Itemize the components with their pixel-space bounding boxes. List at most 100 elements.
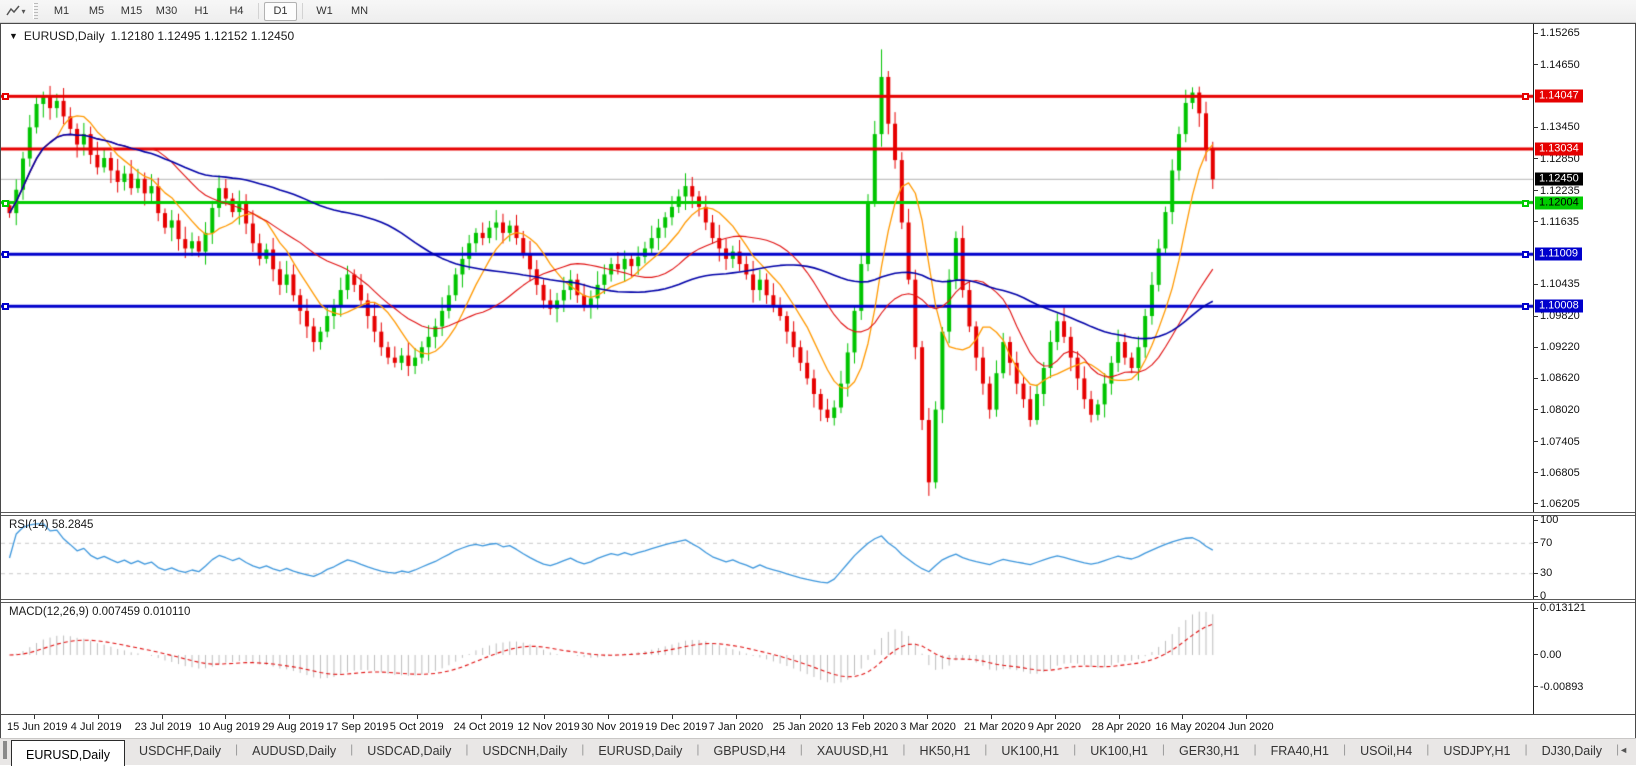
- date-tick-mark: [480, 715, 482, 719]
- macd-indicator-canvas[interactable]: [1, 603, 1533, 713]
- macd-label: MACD(12,26,9) 0.007459 0.010110: [9, 606, 191, 618]
- hline-drag-handle[interactable]: [1522, 251, 1529, 259]
- price-tick-mark: [1533, 346, 1538, 348]
- chart-tab-usdjpy-h1-14[interactable]: USDJPY,H1: [1429, 739, 1524, 761]
- macd-tick-mark: [1533, 654, 1538, 656]
- date-tick-mark: [34, 715, 35, 719]
- chart-tab-xauusd-h1-7[interactable]: XAUUSD,H1: [803, 739, 903, 761]
- chart-tab-usdcnh-daily-4[interactable]: USDCNH,Daily: [468, 739, 581, 761]
- tab-separator: |: [984, 742, 988, 756]
- panel-splitter[interactable]: [1, 599, 1635, 603]
- chart-tab-dj30-daily-15[interactable]: DJ30,Daily: [1528, 739, 1616, 761]
- timeframe-button-d1[interactable]: D1: [264, 1, 297, 21]
- chart-tab-eurusd-daily-0[interactable]: EURUSD,Daily: [11, 740, 126, 766]
- rsi-tick-mark: [1533, 542, 1538, 544]
- chart-tab-uk100-h1-9[interactable]: UK100,H1: [987, 739, 1073, 761]
- tab-separator: |: [1073, 742, 1077, 756]
- date-tick-mark: [863, 715, 865, 719]
- chart-tab-fra40-h1-12[interactable]: FRA40,H1: [1257, 739, 1343, 761]
- date-tick-mark: [544, 715, 546, 719]
- price-line-badge[interactable]: 1.11009: [1535, 247, 1582, 261]
- chart-window: ▼ EURUSD,Daily 1.12180 1.12495 1.12152 1…: [0, 23, 1636, 738]
- hline-drag-handle[interactable]: [2, 93, 9, 101]
- price-tick-label: 1.14650: [1540, 58, 1580, 71]
- price-tick-mark: [1533, 472, 1538, 474]
- rsi-tick-label: 70: [1540, 536, 1553, 549]
- tab-separator: |: [235, 742, 239, 756]
- price-tick-label: 1.09220: [1540, 341, 1580, 354]
- hline-drag-handle[interactable]: [2, 251, 9, 259]
- timeframe-button-mn[interactable]: MN: [343, 2, 376, 21]
- timeframe-button-h4[interactable]: H4: [220, 2, 253, 21]
- tab-separator: |: [799, 742, 803, 756]
- chart-tab-bar: EURUSD,Daily USDCHF,Daily | AUDUSD,Daily | US…: [0, 738, 1636, 766]
- toolbar-separator: [258, 3, 259, 19]
- collapse-chart-icon[interactable]: ▼: [9, 31, 18, 41]
- line-studies-icon[interactable]: ▾: [3, 2, 29, 21]
- timeframe-button-m15[interactable]: M15: [115, 2, 148, 21]
- date-axis-label: 30 Nov 2019: [581, 721, 644, 733]
- date-axis-label: 5 Oct 2019: [389, 721, 444, 733]
- date-tick-mark: [225, 715, 227, 719]
- tab-separator: |: [1524, 742, 1528, 756]
- price-line-badge[interactable]: 1.13034: [1535, 142, 1583, 156]
- timeframe-button-m1[interactable]: M1: [45, 2, 78, 21]
- price-tick-label: 1.06805: [1540, 466, 1580, 479]
- chart-tab-gbpusd-h4-6[interactable]: GBPUSD,H4: [700, 739, 800, 761]
- date-tick-mark: [672, 715, 673, 719]
- hline-drag-handle[interactable]: [1522, 199, 1529, 207]
- toolbar-grip[interactable]: [33, 3, 38, 19]
- panel-splitter[interactable]: [1, 512, 1635, 516]
- date-tick-mark: [927, 715, 929, 719]
- date-axis-label: 4 Jul 2019: [70, 721, 122, 733]
- chart-tab-usdchf-daily-1[interactable]: USDCHF,Daily: [125, 739, 235, 761]
- tabs-scroll-left-icon[interactable]: ◄: [1619, 745, 1629, 755]
- top-toolbar: ▾ M1 M5 M15 M30 H1 H4 D1 W1 MN: [0, 0, 1636, 23]
- date-axis-label: 10 Aug 2019: [198, 721, 261, 733]
- price-line-badge[interactable]: 1.12004: [1535, 196, 1583, 210]
- price-line-badge[interactable]: 1.14047: [1535, 89, 1583, 103]
- price-tick-mark: [1533, 158, 1538, 160]
- hline-drag-handle[interactable]: [1522, 303, 1529, 311]
- macd-tick-mark: [1533, 686, 1538, 688]
- date-axis-label: 17 Sep 2019: [326, 721, 389, 733]
- date-tick-mark: [1118, 715, 1120, 719]
- chevron-down-icon: ▾: [21, 6, 26, 16]
- chart-tab-hk50-h1-8[interactable]: HK50,H1: [906, 739, 985, 761]
- chart-tab-audusd-daily-2[interactable]: AUDUSD,Daily: [238, 739, 350, 761]
- rsi-tick-label: 100: [1540, 514, 1559, 526]
- timeframe-button-h1[interactable]: H1: [185, 2, 218, 21]
- timeframe-button-w1[interactable]: W1: [308, 2, 341, 21]
- timeframe-button-m5[interactable]: M5: [80, 2, 113, 21]
- price-tick-mark: [1533, 221, 1538, 223]
- price-tick-label: 1.15265: [1540, 27, 1580, 40]
- chart-tab-eurusd-daily-5[interactable]: EURUSD,Daily: [584, 739, 696, 761]
- macd-tick-label: -0.00893: [1540, 680, 1584, 693]
- hline-drag-handle[interactable]: [1522, 93, 1529, 101]
- date-axis-label: 19 Dec 2019: [645, 721, 708, 733]
- price-line-badge[interactable]: 1.10008: [1535, 299, 1583, 313]
- chart-tab-usoil-h4-13[interactable]: USOil,H4: [1346, 739, 1426, 761]
- price-tick-mark: [1533, 503, 1538, 505]
- chart-tab-usdcad-daily-3[interactable]: USDCAD,Daily: [353, 739, 465, 761]
- chart-tab-ger30-h1-11[interactable]: GER30,H1: [1165, 739, 1253, 761]
- hline-drag-handle[interactable]: [2, 303, 9, 311]
- price-tick-label: 1.08620: [1540, 372, 1580, 385]
- main-chart-canvas[interactable]: [1, 24, 1533, 513]
- date-tick-mark: [161, 715, 163, 719]
- date-axis[interactable]: 15 Jun 2019 4 Jul 2019 23 Jul 2019 10 Aug 2…: [1, 714, 1635, 737]
- chart-tab-uk100-h1-10[interactable]: UK100,H1: [1076, 739, 1162, 761]
- tab-separator: |: [465, 742, 469, 756]
- price-tick-mark: [1533, 64, 1538, 66]
- hline-drag-handle[interactable]: [2, 199, 9, 207]
- timeframe-button-m30[interactable]: M30: [150, 2, 183, 21]
- rsi-indicator-canvas[interactable]: [1, 516, 1533, 600]
- date-tick-mark: [1054, 715, 1056, 719]
- date-tick-mark: [799, 715, 801, 719]
- date-tick-mark: [1182, 715, 1184, 719]
- price-tick-label: 1.08020: [1540, 403, 1580, 416]
- date-tick-mark: [991, 715, 992, 719]
- chart-title: ▼ EURUSD,Daily 1.12180 1.12495 1.12152 1…: [9, 29, 294, 43]
- price-tick-label: 1.06205: [1540, 497, 1580, 510]
- price-tick-mark: [1533, 190, 1538, 191]
